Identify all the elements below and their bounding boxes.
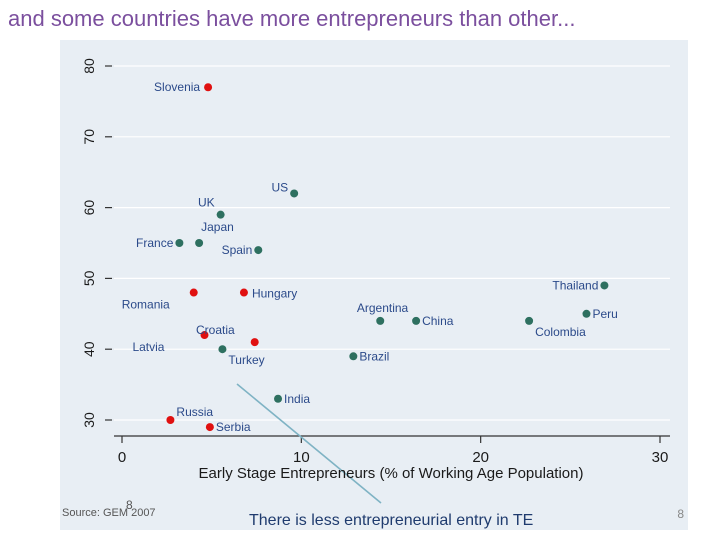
point-label-romania: Romania [122, 298, 170, 312]
point-label-russia: Russia [176, 405, 213, 419]
y-tick-label-60: 60 [81, 200, 97, 216]
point-france [175, 239, 184, 247]
axes: 30 40 50 60 70 80 0 10 20 30 [81, 58, 670, 466]
point-label-spain: Spain [222, 243, 253, 257]
source-note: Source: GEM 2007 [62, 507, 156, 519]
point-serbia [205, 423, 214, 432]
page-number: 8 [677, 507, 684, 521]
point-label-croatia: Croatia [196, 323, 235, 337]
point-label-hungary: Hungary [252, 287, 297, 301]
point-spain [254, 246, 263, 255]
slide-title: and some countries have more entrepreneu… [8, 6, 576, 31]
point-croatia [250, 338, 259, 347]
y-tick-label-50: 50 [81, 270, 97, 286]
point-argentina [376, 316, 385, 325]
x-tick-label-0: 0 [118, 449, 126, 466]
point-label-thailand: Thailand [552, 278, 598, 292]
point-label-peru: Peru [592, 307, 617, 321]
point-thailand [600, 281, 609, 290]
source-overlay-number: 8 [126, 498, 133, 512]
point-us [290, 189, 299, 198]
point-label-china: China [422, 314, 454, 328]
data-points: Slovenia Romania Hungary Latvia Croatia Russi… [122, 80, 618, 434]
point-label-uk: UK [198, 196, 215, 210]
point-brazil [349, 352, 358, 361]
y-tick-label-70: 70 [81, 129, 97, 145]
plot-area [115, 40, 670, 436]
y-tick-label-40: 40 [81, 341, 97, 357]
y-tick-label-80: 80 [81, 58, 97, 74]
point-slovenia [204, 83, 213, 92]
x-axis-label: Early Stage Entrepreneurs (% of Working … [199, 465, 584, 482]
annotation-arrow [236, 383, 382, 504]
point-colombia [525, 316, 534, 325]
x-tick-label-10: 10 [293, 449, 310, 466]
point-label-india: India [284, 392, 310, 406]
point-label-us: US [271, 180, 288, 194]
gridlines [114, 65, 670, 421]
point-japan [195, 239, 204, 247]
point-russia [166, 416, 175, 424]
y-tick-label-30: 30 [81, 412, 97, 428]
point-turkey [218, 345, 227, 354]
x-tick-label-30: 30 [652, 449, 669, 466]
point-latvia [200, 331, 209, 340]
point-label-argentina: Argentina [357, 301, 409, 315]
point-label-latvia: Latvia [132, 340, 164, 354]
point-label-colombia: Colombia [535, 325, 586, 339]
point-uk [216, 210, 225, 219]
footnote: There is less entrepreneurial entry in T… [249, 512, 534, 529]
point-china [412, 316, 421, 325]
point-peru [582, 309, 591, 318]
point-hungary [239, 288, 248, 297]
point-label-slovenia: Slovenia [154, 80, 200, 94]
point-india [274, 394, 283, 403]
point-label-turkey: Turkey [228, 353, 264, 367]
point-label-serbia: Serbia [216, 420, 251, 434]
x-tick-label-20: 20 [472, 449, 489, 466]
point-label-france: France [136, 236, 174, 250]
point-romania [189, 288, 198, 297]
point-label-brazil: Brazil [359, 349, 389, 363]
point-label-japan: Japan [201, 220, 234, 234]
arrow-line [236, 383, 382, 504]
